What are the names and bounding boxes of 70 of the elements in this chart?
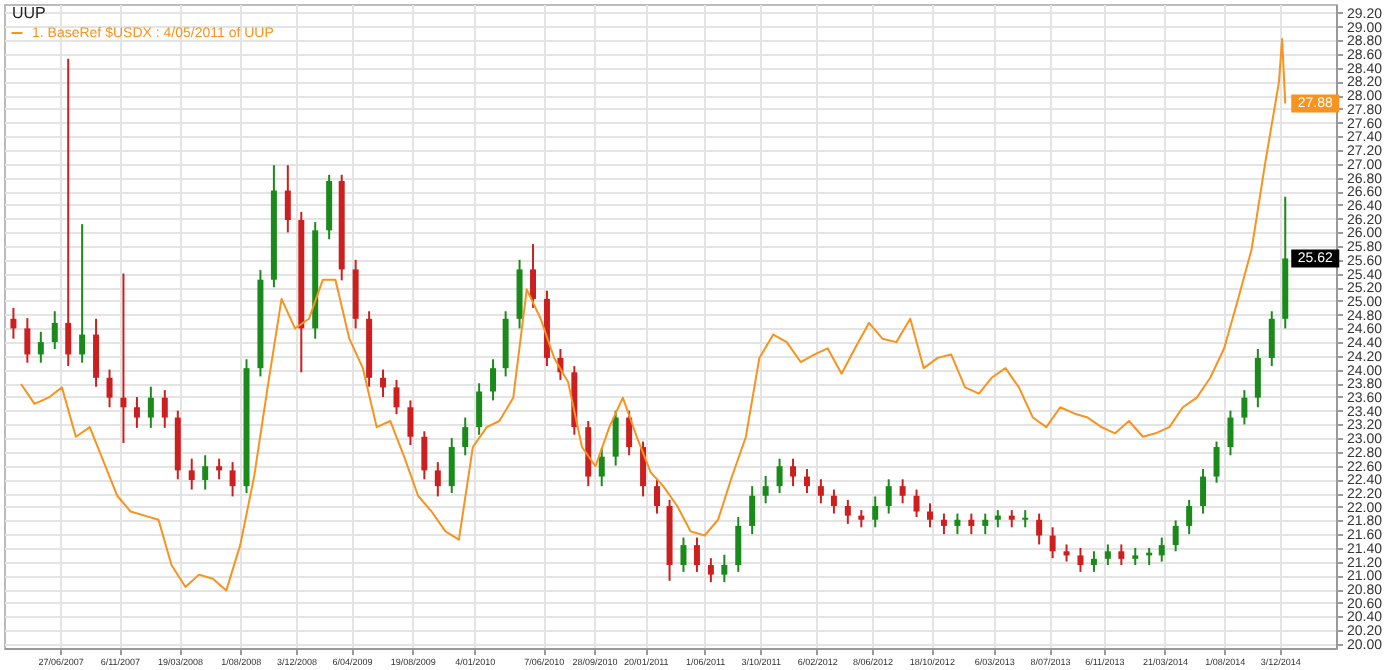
candlestick	[490, 358, 497, 402]
candlestick	[927, 502, 934, 529]
candlestick	[1104, 543, 1111, 567]
candlestick	[982, 512, 989, 536]
candlestick	[776, 457, 783, 494]
candlestick	[872, 495, 879, 529]
candlestick	[93, 317, 100, 388]
candlestick	[940, 512, 947, 536]
candlestick	[1036, 512, 1043, 546]
candlestick	[462, 416, 469, 457]
candlestick	[51, 310, 58, 350]
candlestick	[65, 57, 72, 368]
candlestick	[1118, 543, 1125, 567]
candlestick	[1254, 347, 1261, 409]
candlestick	[844, 498, 851, 525]
chart-title: UUP	[12, 4, 46, 22]
candlestick	[1049, 526, 1056, 560]
candlestick	[188, 457, 195, 491]
candlestick	[762, 474, 769, 505]
candlestick	[161, 389, 168, 429]
candlestick	[147, 385, 154, 429]
candlestick	[1268, 310, 1275, 368]
line-series	[20, 37, 1287, 592]
candlestick	[79, 223, 86, 364]
candlestick	[380, 368, 387, 398]
candlestick	[284, 164, 291, 234]
candlestick	[24, 317, 31, 364]
candlestick	[913, 488, 920, 519]
candlestick	[448, 437, 455, 494]
candlestick	[530, 243, 537, 309]
candlestick	[830, 488, 837, 515]
candlestick	[598, 447, 605, 488]
candlestick	[735, 516, 742, 573]
candlestick	[749, 485, 756, 536]
candlestick	[106, 368, 113, 409]
candlestick	[612, 409, 619, 467]
candlestick	[1090, 550, 1097, 573]
candlestick	[216, 457, 223, 481]
candlestick	[1172, 519, 1179, 553]
candlestick	[393, 378, 400, 416]
candlestick	[693, 536, 700, 573]
candlestick	[1186, 498, 1193, 536]
candlestick	[1227, 409, 1234, 457]
candlestick	[626, 409, 633, 457]
candlestick	[885, 478, 892, 515]
candlestick	[817, 478, 824, 505]
candlestick	[968, 512, 975, 536]
candlestick	[1213, 440, 1220, 484]
candlestick	[899, 478, 906, 505]
candlestick	[1241, 389, 1248, 426]
candlestick	[721, 553, 728, 584]
candlestick	[229, 461, 236, 498]
candlestick	[803, 468, 810, 494]
candlestick	[680, 536, 687, 573]
candlestick	[954, 512, 961, 536]
candlestick	[407, 399, 414, 446]
candlestick	[421, 430, 428, 481]
candlestick	[202, 454, 209, 491]
candlestick	[434, 461, 441, 498]
candlestick	[707, 557, 714, 584]
candlestick	[120, 272, 127, 444]
candlestick	[1200, 468, 1207, 515]
candlestick	[653, 478, 660, 515]
candlestick	[133, 395, 140, 429]
candlestick	[10, 306, 17, 340]
candlestick	[476, 382, 483, 436]
candlestick	[1077, 546, 1084, 573]
candlestick	[1158, 536, 1165, 563]
candlestick	[790, 457, 797, 488]
candlestick	[37, 330, 44, 364]
